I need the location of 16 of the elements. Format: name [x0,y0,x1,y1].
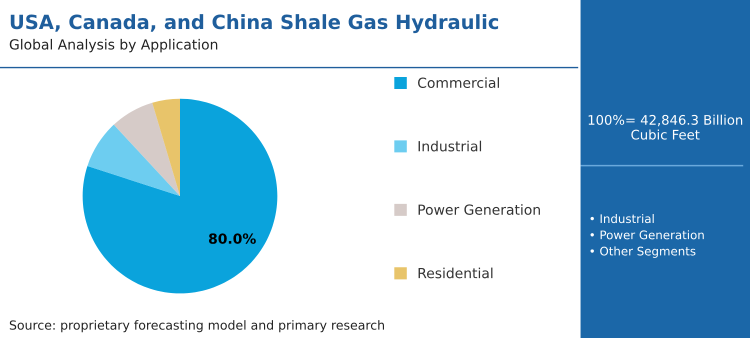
legend-label: Residential [418,268,492,278]
chart-title: USA, Canada, and China Shale Gas Hydraulic [10,14,498,34]
legend-label: Power Generation [418,204,540,215]
legend-label: Commercial [418,77,499,88]
pie-slice [82,98,278,294]
text: • Industrial [590,214,654,224]
pie-slice [114,102,180,196]
text: • Power Generation [590,230,704,240]
pie-slice [152,98,180,196]
pie-slice [87,124,180,196]
source-note: Source: proprietary forecasting model and primary research [10,320,384,332]
legend-label: Industrial [418,140,482,152]
text: • Other Segments [590,246,696,258]
text: 100%= 42,846.3 Billion Cubic Feet [588,114,742,140]
chart-subtitle: Global Analysis by Application [10,38,218,52]
data-label: 80.0% [208,233,256,244]
